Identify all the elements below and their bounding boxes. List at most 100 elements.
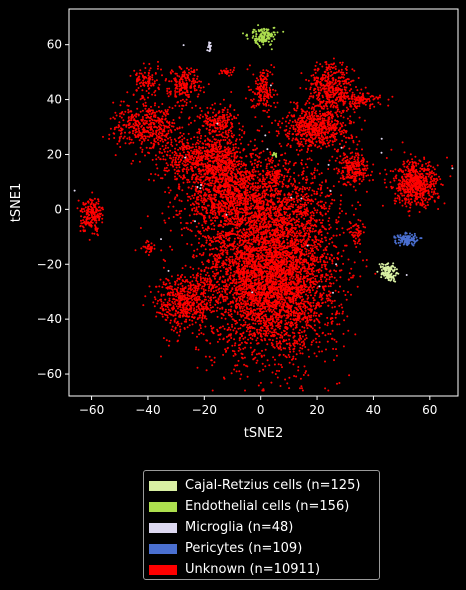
data-point: [276, 376, 279, 379]
data-point: [265, 192, 268, 195]
data-point: [195, 225, 198, 228]
data-point: [252, 358, 255, 361]
data-point: [230, 337, 233, 339]
data-point: [252, 224, 255, 227]
data-point: [208, 355, 211, 358]
data-point: [243, 260, 246, 263]
data-point: [281, 263, 284, 266]
data-point: [205, 369, 208, 372]
data-point: [217, 257, 220, 259]
data-point: [325, 278, 328, 281]
data-point: [252, 228, 255, 231]
data-point: [243, 285, 246, 288]
data-point: [248, 207, 251, 210]
data-point: [259, 255, 262, 257]
data-point: [283, 267, 285, 269]
data-point: [259, 226, 262, 229]
data-point: [213, 238, 216, 240]
data-point: [189, 266, 192, 269]
data-point: [274, 254, 277, 257]
data-point: [194, 348, 197, 351]
data-point: [309, 281, 312, 284]
data-point: [236, 187, 239, 190]
data-point: [238, 268, 241, 270]
data-point: [330, 322, 333, 325]
data-point: [245, 290, 247, 293]
data-point: [281, 366, 283, 369]
data-point: [240, 202, 243, 204]
data-point: [310, 314, 313, 317]
data-point: [279, 336, 282, 339]
data-point: [256, 189, 259, 192]
data-point: [237, 262, 240, 265]
data-point: [194, 284, 197, 287]
data-point: [280, 202, 283, 205]
data-point: [314, 278, 317, 280]
data-point: [235, 370, 238, 373]
data-point: [245, 228, 248, 231]
data-point: [243, 209, 246, 212]
data-point: [248, 323, 251, 326]
data-point: [213, 193, 216, 196]
data-point: [278, 272, 281, 275]
data-point: [231, 288, 234, 291]
data-point: [278, 315, 281, 318]
data-point: [219, 276, 222, 279]
data-point: [245, 316, 248, 319]
data-point: [222, 210, 225, 213]
data-point: [251, 175, 254, 178]
data-point: [262, 211, 265, 214]
data-point: [172, 216, 175, 218]
data-point: [297, 274, 300, 277]
data-point: [201, 208, 204, 211]
data-point: [281, 180, 284, 183]
data-point: [244, 183, 247, 186]
data-point: [218, 232, 221, 235]
data-point: [218, 241, 221, 243]
data-point: [261, 174, 264, 177]
data-point: [201, 201, 204, 203]
data-point: [270, 311, 273, 313]
data-point: [207, 235, 210, 237]
data-point: [262, 225, 265, 228]
data-point: [269, 242, 272, 245]
data-point: [299, 377, 302, 380]
data-point: [311, 286, 314, 289]
data-point: [259, 165, 262, 167]
data-point: [210, 206, 213, 209]
data-point: [250, 288, 253, 291]
data-point: [197, 202, 200, 205]
data-point: [348, 272, 351, 275]
data-point: [233, 292, 236, 295]
data-point: [273, 310, 276, 313]
data-point: [226, 297, 229, 300]
data-point: [241, 309, 244, 312]
data-point: [297, 366, 300, 368]
data-point: [259, 305, 261, 308]
data-point: [214, 303, 217, 306]
data-point: [205, 274, 207, 276]
data-point: [320, 266, 323, 269]
data-point: [263, 337, 266, 340]
data-point: [306, 229, 309, 232]
data-point: [270, 381, 273, 384]
data-point: [251, 249, 254, 252]
data-point: [231, 230, 234, 233]
data-point: [313, 324, 316, 327]
data-point: [243, 269, 245, 272]
data-point: [224, 222, 227, 225]
data-point: [251, 282, 254, 285]
data-point: [195, 213, 198, 216]
data-point: [267, 213, 270, 216]
data-point: [227, 311, 230, 314]
data-point: [305, 285, 308, 288]
data-point: [206, 183, 209, 186]
data-point: [230, 221, 233, 223]
data-point: [250, 309, 253, 312]
data-point: [196, 289, 199, 292]
data-point: [313, 312, 316, 315]
data-point: [324, 265, 327, 268]
data-point: [232, 301, 235, 304]
data-point: [217, 298, 220, 301]
data-point: [315, 269, 318, 272]
